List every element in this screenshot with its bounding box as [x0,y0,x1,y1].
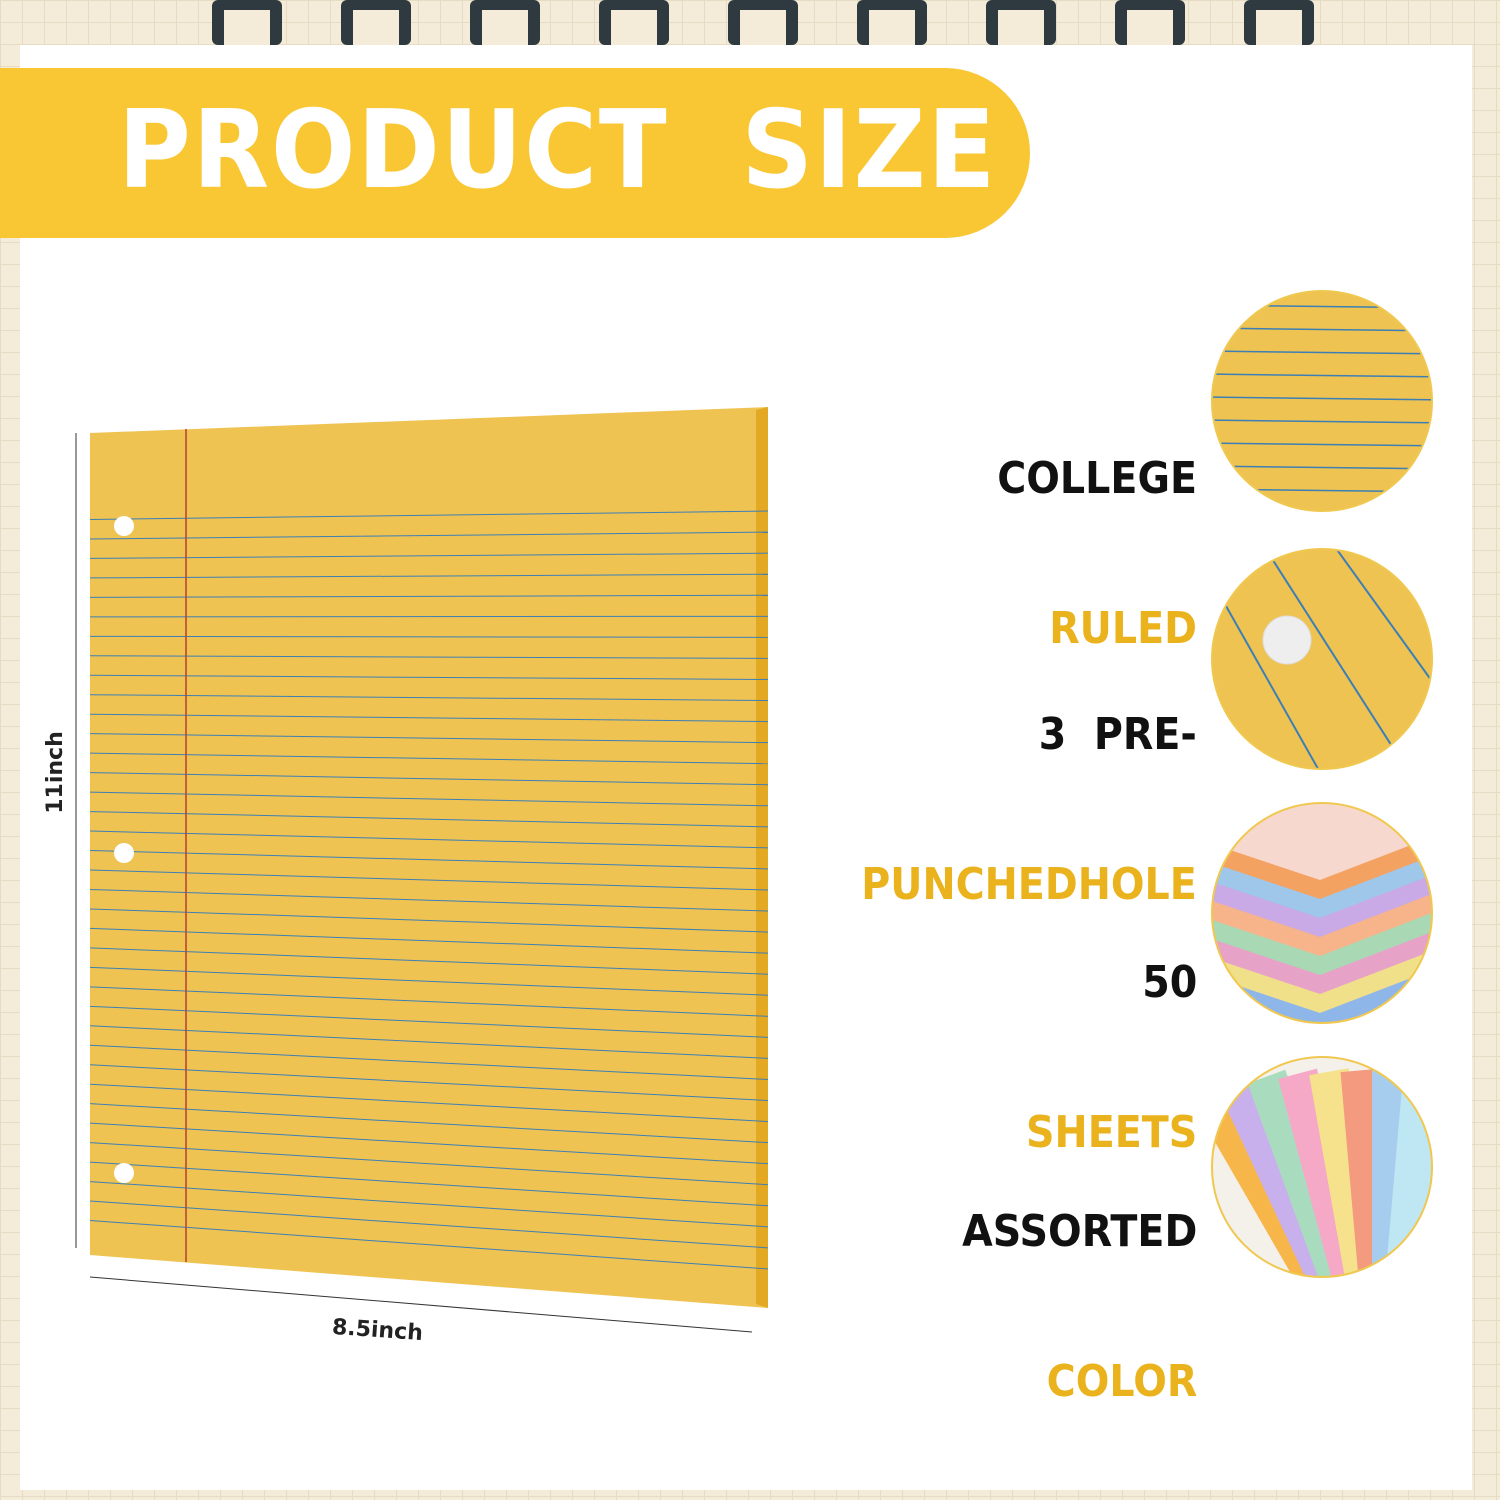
ruled-line [89,1005,769,1038]
ruled-line [89,635,769,638]
feature-line1: 50 [1141,957,1197,1008]
ruled-line [89,927,769,954]
feature-line2: COLOR [1046,1356,1197,1407]
feature-line1: COLLEGE [997,453,1197,504]
feature-pre-punched: 3 PRE- PUNCHEDHOLE [861,610,1197,960]
feature-college-ruled: COLLEGE RULED [997,354,1197,704]
punched-hole-closeup-icon [1212,549,1432,769]
ruled-line [89,1064,769,1102]
ruled-line [89,552,769,559]
ruled-line [89,733,769,744]
ruled-line [89,908,769,933]
ruled-line [89,1181,769,1228]
ruled-line [89,1122,769,1165]
ruled-line [89,772,769,786]
paper-stack-closeup-icon [1212,803,1432,1023]
ruled-line [89,674,769,680]
paper-edge [756,407,768,1308]
punched-hole [114,516,134,536]
ruled-line [89,830,769,849]
ruled-line [89,573,769,579]
ruled-line [89,888,769,912]
ruled-paper-closeup-icon [1212,291,1432,511]
height-label: 11inch [42,731,68,814]
feature-line2: RULED [1049,603,1197,654]
ruled-line [89,694,769,702]
paper-sheet [90,407,768,1308]
ruled-line [89,850,769,870]
punched-hole [114,843,134,863]
ruled-line [89,1025,769,1059]
ruled-line [89,1142,769,1186]
ruled-line [89,811,769,828]
ruled-line [89,1220,769,1270]
ruled-line [89,1161,769,1207]
ruled-line [89,1044,769,1080]
ruled-line [89,1200,769,1249]
feature-line1: 3 PRE- [1038,709,1197,760]
punched-hole [114,1163,134,1183]
ruled-line [89,713,769,723]
feature-line2: PUNCHEDHOLE [861,859,1197,910]
width-dimension-line [89,1276,753,1333]
ruled-line [89,986,769,1017]
ruled-line [89,869,769,891]
banner-title: PRODUCT SIZE [118,88,998,213]
feature-assorted-color: ASSORTED COLOR [962,1107,1197,1457]
ruled-lines [89,510,769,1270]
ruled-line [89,752,769,765]
ruled-line [89,947,769,975]
feature-sheets: 50 SHEETS [1026,858,1197,1208]
ruled-line [89,1103,769,1144]
ruled-line [89,615,769,618]
feature-line1: ASSORTED [961,1206,1197,1257]
ruled-line [89,655,769,659]
title-banner [0,68,1030,238]
ruled-line [89,594,769,598]
ruled-line [89,1083,769,1123]
ruled-line [89,531,769,540]
spiral-rings [212,0,1314,45]
ruled-line [89,510,769,520]
assorted-color-paper-closeup-icon [1212,1057,1432,1277]
ruled-line [89,966,769,996]
feature-line2: SHEETS [1025,1107,1197,1158]
ruled-line [89,791,769,807]
